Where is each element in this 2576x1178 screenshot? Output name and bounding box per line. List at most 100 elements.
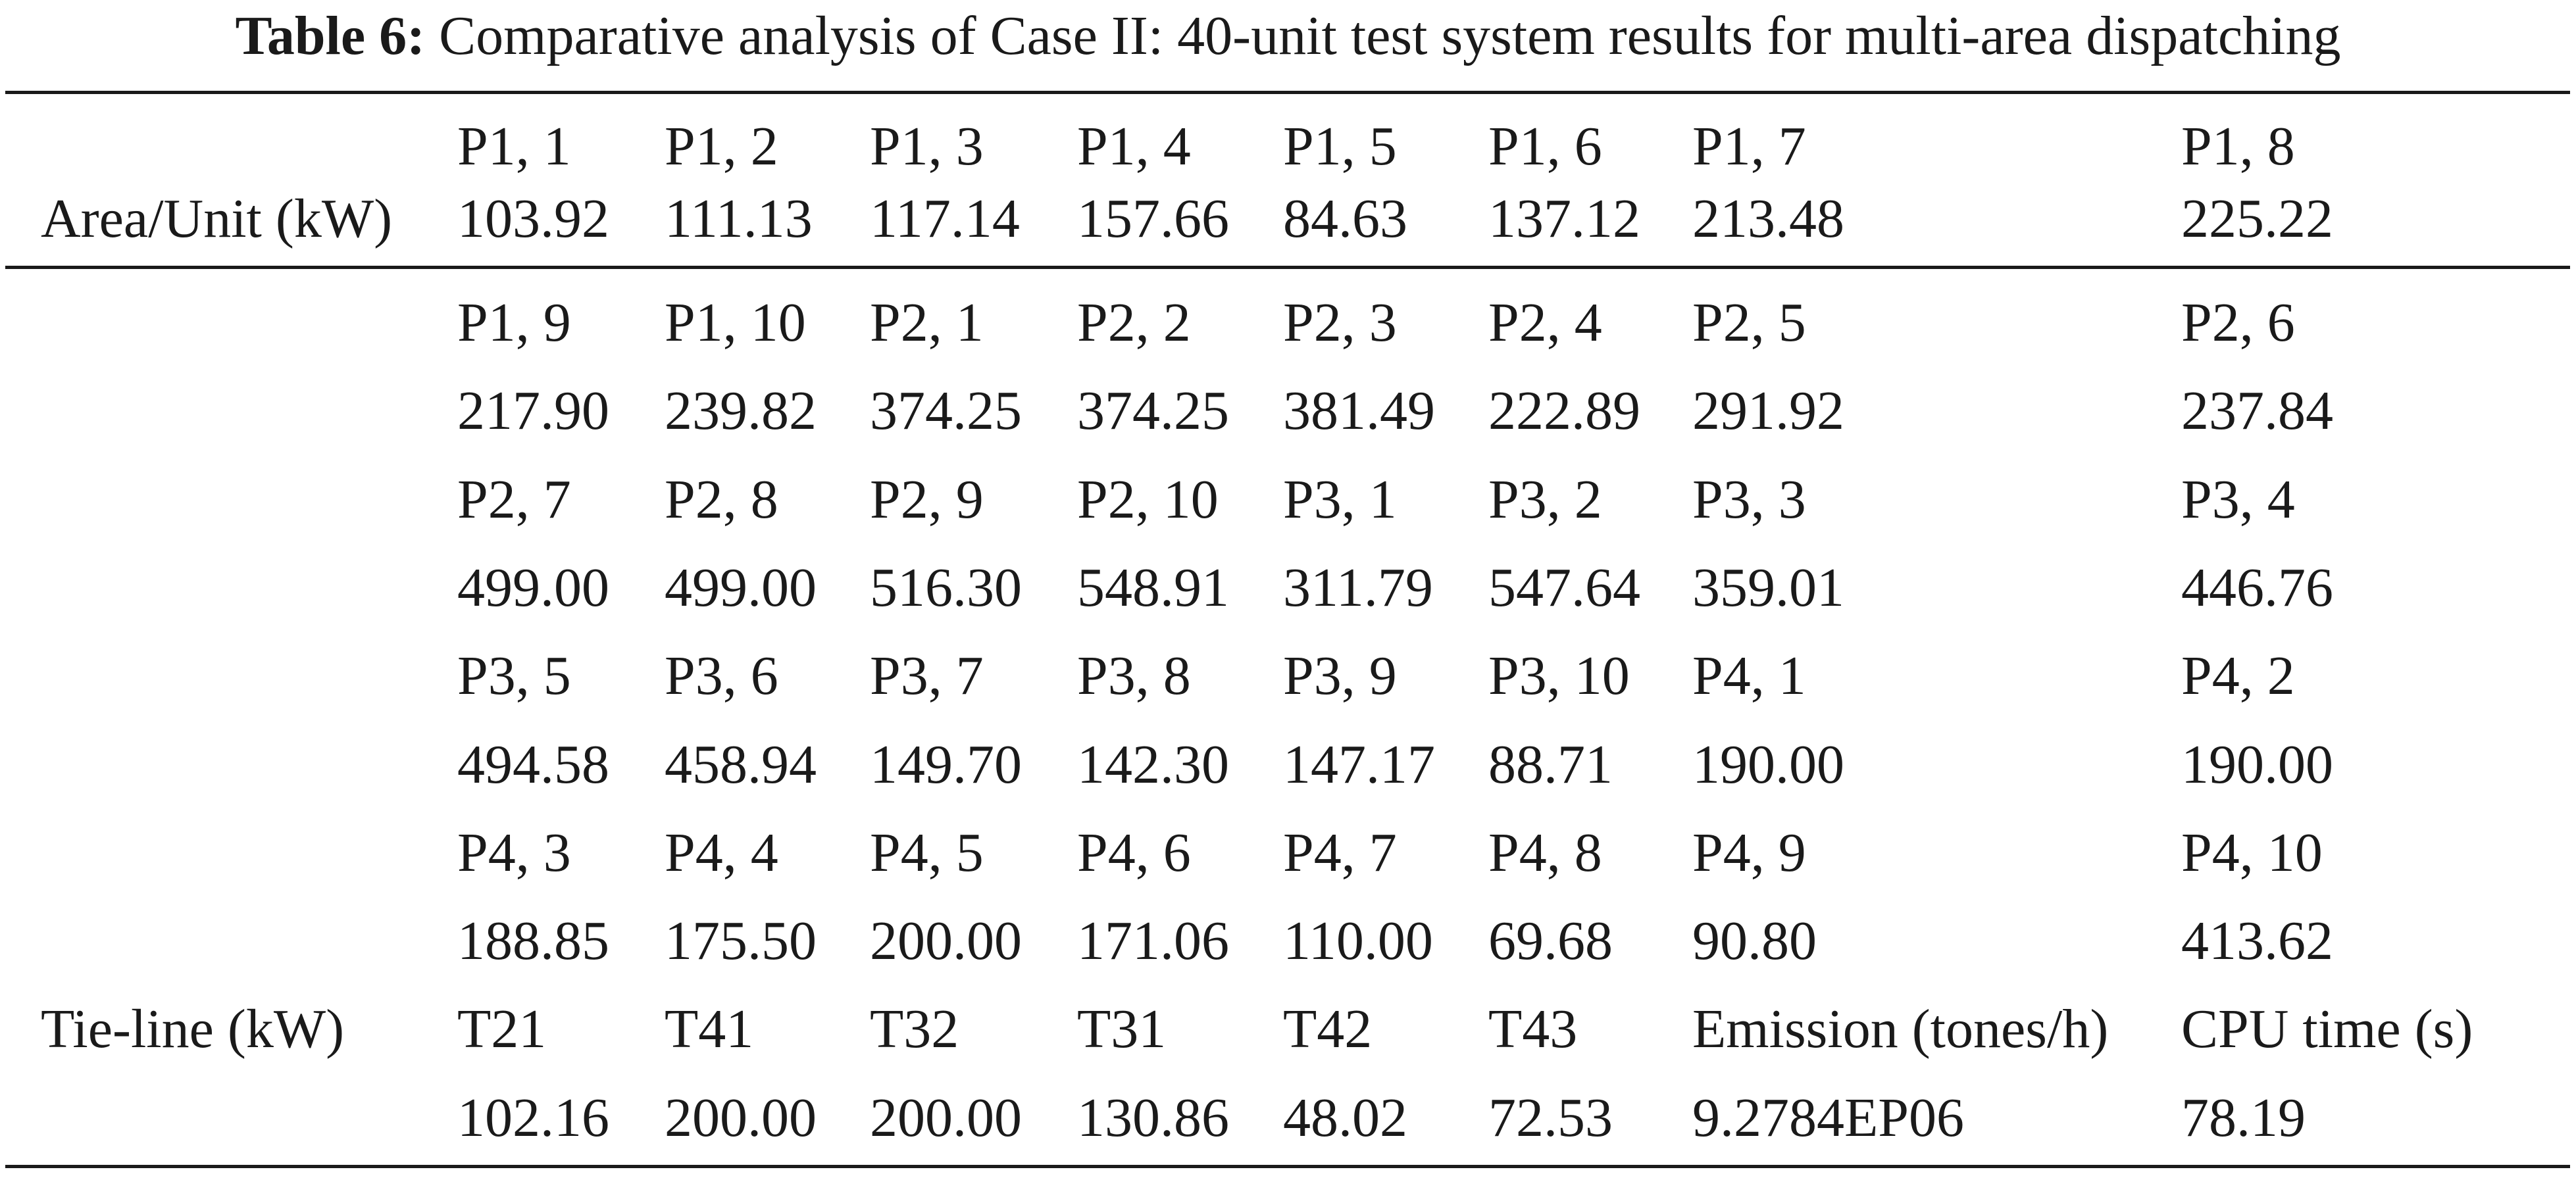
- table-cell: 494.58: [457, 734, 609, 795]
- table-cell: 90.80: [1692, 910, 1817, 971]
- table-cell: P3, 9: [1283, 645, 1397, 706]
- header-value-cell: 157.66: [1077, 188, 1229, 249]
- table-cell: 222.89: [1488, 380, 1640, 441]
- table-cell: 381.49: [1283, 380, 1435, 441]
- table-cell: 291.92: [1692, 380, 1844, 441]
- table-cell: P2, 6: [2181, 292, 2295, 353]
- table-cell: T42: [1283, 998, 1373, 1060]
- table-cell: P3, 6: [665, 645, 778, 706]
- table-cell: 548.91: [1077, 557, 1229, 618]
- table-caption-text: Comparative analysis of Case II: 40-unit…: [439, 5, 2341, 66]
- table-cell: P2, 10: [1077, 469, 1219, 530]
- table-cell: P4, 7: [1283, 822, 1397, 883]
- table-cell: 217.90: [457, 380, 609, 441]
- table-cell: 413.62: [2181, 910, 2333, 971]
- table-cell: 188.85: [457, 910, 609, 971]
- table-cell: P4, 1: [1692, 645, 1806, 706]
- table-header-rule: [5, 266, 2570, 269]
- table-cell: 110.00: [1283, 910, 1433, 971]
- table-cell: 374.25: [1077, 380, 1229, 441]
- table-cell: P2, 7: [457, 469, 571, 530]
- table-top-rule: [5, 91, 2570, 94]
- table-cell: 175.50: [665, 910, 817, 971]
- table-cell: Emission (tones/h): [1692, 998, 2109, 1060]
- header-unit-cell: P1, 3: [870, 116, 984, 177]
- header-value-cell: 84.63: [1283, 188, 1407, 249]
- table-cell: P2, 2: [1077, 292, 1191, 353]
- table-cell: P2, 8: [665, 469, 778, 530]
- table-cell: P1, 9: [457, 292, 571, 353]
- table-cell: P2, 1: [870, 292, 984, 353]
- table-cell: 190.00: [1692, 734, 1844, 795]
- table-cell: 499.00: [665, 557, 817, 618]
- table-cell: P3, 4: [2181, 469, 2295, 530]
- table-cell: P3, 5: [457, 645, 571, 706]
- table-cell: P3, 3: [1692, 469, 1806, 530]
- table-cell: 78.19: [2181, 1087, 2306, 1148]
- table-cell: 200.00: [870, 1087, 1022, 1148]
- table-cell: 142.30: [1077, 734, 1229, 795]
- table-cell: 374.25: [870, 380, 1022, 441]
- table-cell: CPU time (s): [2181, 998, 2473, 1060]
- table-caption-label: Table 6:: [235, 5, 426, 66]
- header-unit-cell: P1, 6: [1488, 116, 1602, 177]
- header-unit-cell: P1, 1: [457, 116, 571, 177]
- table-cell: 72.53: [1488, 1087, 1613, 1148]
- table-cell: 237.84: [2181, 380, 2333, 441]
- table-cell: 239.82: [665, 380, 817, 441]
- header-value-cell: 111.13: [665, 188, 813, 249]
- table-cell: 130.86: [1077, 1087, 1229, 1148]
- header-value-cell: 117.14: [870, 188, 1020, 249]
- table-cell: P4, 10: [2181, 822, 2323, 883]
- table-cell: 359.01: [1692, 557, 1844, 618]
- table-cell: 48.02: [1283, 1087, 1407, 1148]
- header-value-cell: 225.22: [2181, 188, 2333, 249]
- table-cell: 149.70: [870, 734, 1022, 795]
- table-cell: P3, 8: [1077, 645, 1191, 706]
- table-cell: P2, 3: [1283, 292, 1397, 353]
- table-cell: P4, 6: [1077, 822, 1191, 883]
- table-cell: 190.00: [2181, 734, 2333, 795]
- header-unit-cell: P1, 7: [1692, 116, 1806, 177]
- table-bottom-rule: [5, 1165, 2570, 1168]
- table-cell: P3, 10: [1488, 645, 1630, 706]
- table-cell: T41: [665, 998, 754, 1060]
- header-unit-cell: P1, 5: [1283, 116, 1397, 177]
- table-cell: P3, 1: [1283, 469, 1397, 530]
- table-cell: P4, 3: [457, 822, 571, 883]
- header-unit-cell: P1, 8: [2181, 116, 2295, 177]
- table-cell: 200.00: [870, 910, 1022, 971]
- table-cell: 200.00: [665, 1087, 817, 1148]
- header-value-cell: 137.12: [1488, 188, 1640, 249]
- table-cell: 311.79: [1283, 557, 1433, 618]
- header-value-cell: 103.92: [457, 188, 609, 249]
- table-cell: P4, 9: [1692, 822, 1806, 883]
- table-cell: P4, 4: [665, 822, 778, 883]
- table-cell: 446.76: [2181, 557, 2333, 618]
- table-cell: P4, 8: [1488, 822, 1602, 883]
- table-cell: P4, 2: [2181, 645, 2295, 706]
- table-caption: Table 6: Comparative analysis of Case II…: [0, 0, 2576, 76]
- table-cell: 147.17: [1283, 734, 1435, 795]
- table-cell: 499.00: [457, 557, 609, 618]
- table-cell: P2, 5: [1692, 292, 1806, 353]
- table-cell: T31: [1077, 998, 1167, 1060]
- table-cell: 69.68: [1488, 910, 1613, 971]
- table-cell: 9.2784EP06: [1692, 1087, 1965, 1148]
- table-cell: P2, 9: [870, 469, 984, 530]
- table-cell: 547.64: [1488, 557, 1640, 618]
- table-cell: T32: [870, 998, 959, 1060]
- table-cell: 171.06: [1077, 910, 1229, 971]
- table-cell: P3, 2: [1488, 469, 1602, 530]
- table-cell: 516.30: [870, 557, 1022, 618]
- table-cell: P3, 7: [870, 645, 984, 706]
- table-cell: 102.16: [457, 1087, 609, 1148]
- table-cell: T43: [1488, 998, 1578, 1060]
- table-cell: 458.94: [665, 734, 817, 795]
- body-row-label: Tie-line (kW): [41, 998, 345, 1060]
- header-value-cell: 213.48: [1692, 188, 1844, 249]
- header-unit-cell: P1, 4: [1077, 116, 1191, 177]
- header-row-label: Area/Unit (kW): [41, 188, 393, 249]
- table-cell: 88.71: [1488, 734, 1613, 795]
- table-cell: P1, 10: [665, 292, 806, 353]
